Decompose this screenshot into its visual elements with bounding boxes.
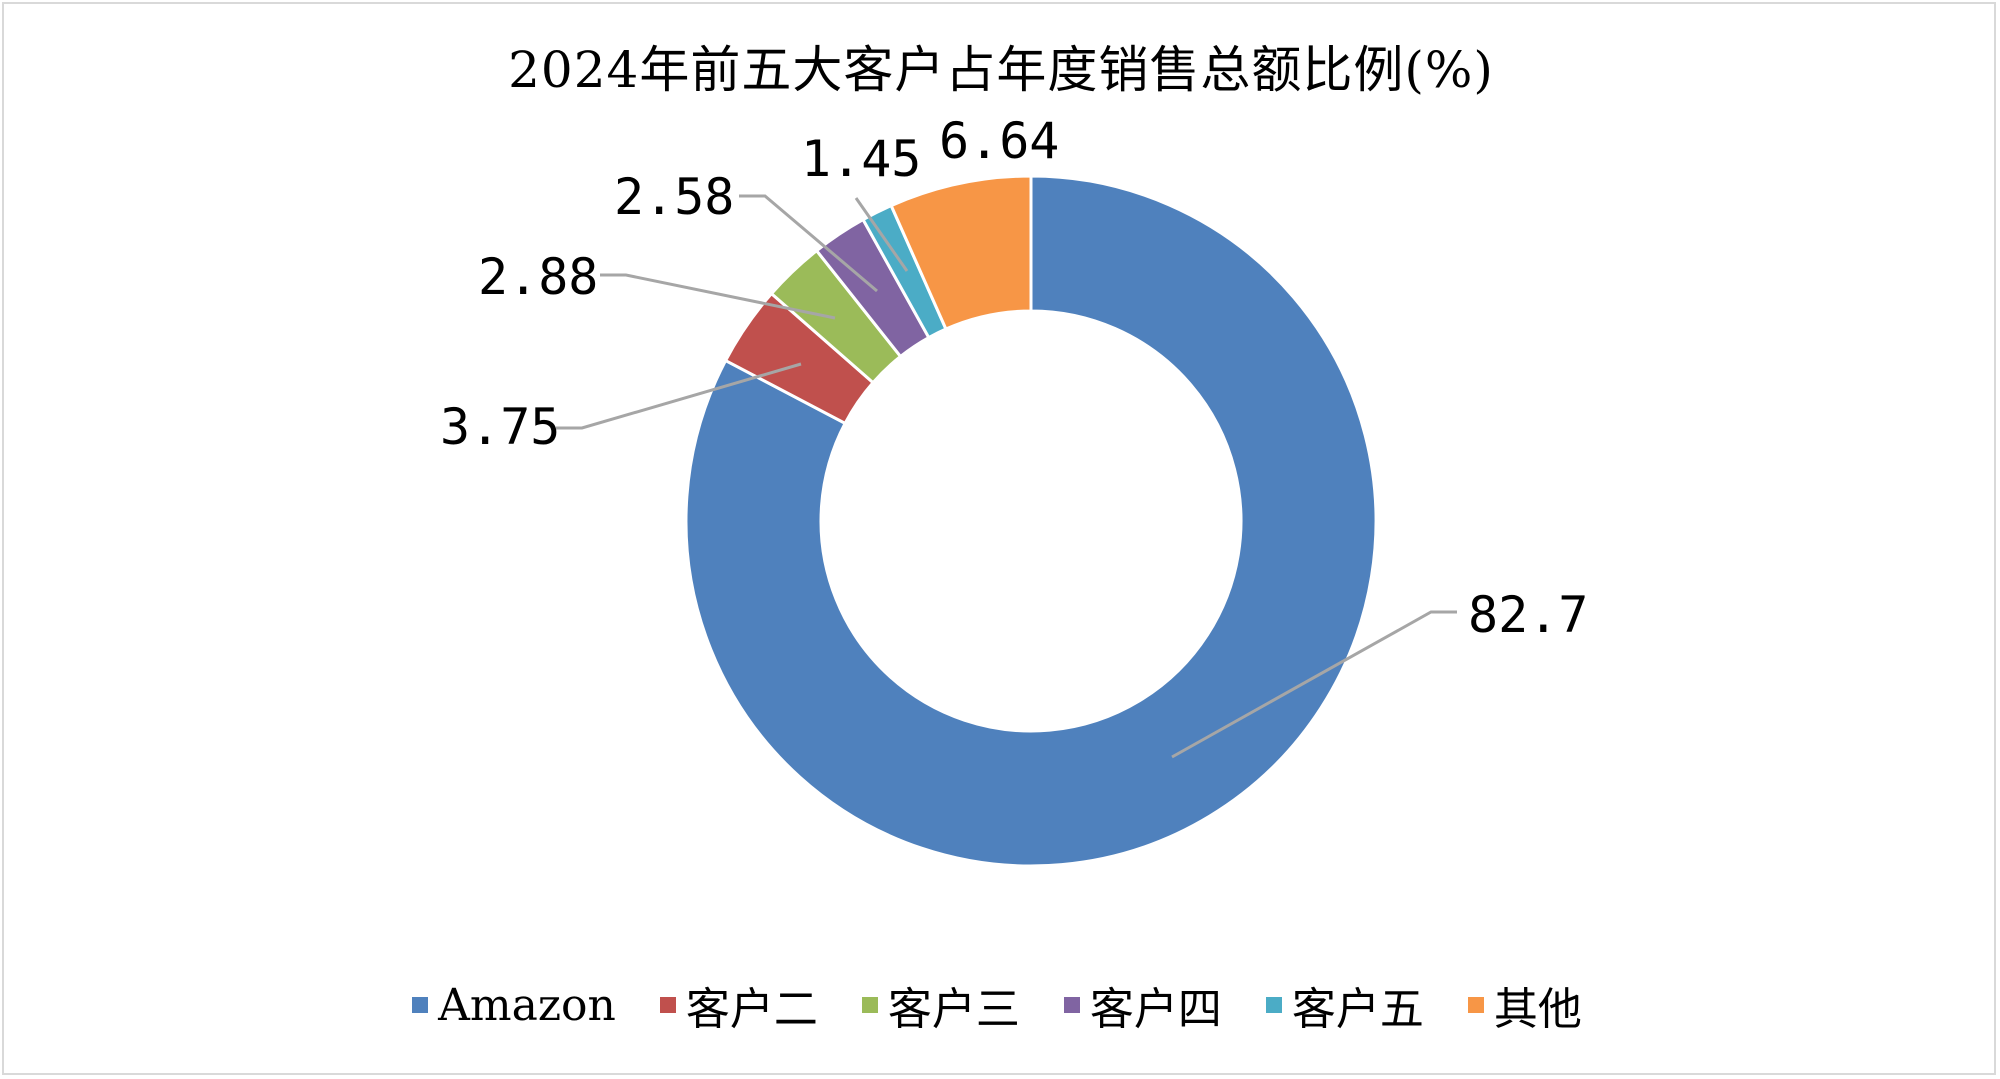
legend-swatch-0 — [412, 997, 429, 1013]
legend-label-2: 客户三 — [887, 984, 1020, 1035]
legend-swatch-1 — [659, 997, 676, 1013]
legend-item-0: Amazon — [412, 980, 616, 1031]
data-label-0: 82.7 — [1468, 586, 1588, 644]
legend-item-1: 客户二 — [659, 973, 818, 1037]
legend-label-0: Amazon — [438, 979, 616, 1031]
data-label-4: 1.45 — [801, 130, 921, 188]
legend-item-2: 客户三 — [861, 973, 1020, 1037]
legend-swatch-2 — [861, 997, 878, 1013]
slice-5 — [889, 174, 1033, 331]
legend-swatch-3 — [1063, 997, 1080, 1013]
leader-lines — [556, 194, 1457, 759]
legend-label-1: 客户二 — [685, 984, 818, 1035]
legend-label-5: 其他 — [1493, 984, 1582, 1035]
data-label-5: 6.64 — [939, 112, 1059, 170]
data-label-3: 2.58 — [614, 168, 734, 226]
leader-line-0 — [1171, 610, 1457, 759]
legend-label-4: 客户五 — [1291, 984, 1424, 1035]
leader-line-2 — [600, 273, 836, 320]
leader-line-4 — [854, 197, 909, 272]
legend-swatch-5 — [1467, 997, 1484, 1013]
donut-slices — [684, 174, 1378, 868]
data-labels: 82.7 3.75 2.88 2.58 1.45 6.64 — [440, 112, 1588, 644]
data-label-2: 2.88 — [478, 248, 598, 306]
leader-line-1 — [556, 362, 802, 430]
chart-title: 2024年前五大客户占年度销售总额比例(%) — [508, 41, 1494, 99]
slice-0 — [684, 174, 1378, 868]
legend-label-3: 客户四 — [1089, 984, 1222, 1035]
leader-line-3 — [739, 194, 878, 293]
legend-item-3: 客户四 — [1063, 973, 1222, 1037]
legend-swatch-4 — [1265, 997, 1282, 1013]
data-label-1: 3.75 — [440, 398, 560, 456]
legend-item-4: 客户五 — [1265, 973, 1424, 1037]
chart-legend: Amazon 客户二 客户三 客户四 客户五 其他 — [0, 975, 1994, 1035]
legend-item-5: 其他 — [1467, 973, 1582, 1037]
